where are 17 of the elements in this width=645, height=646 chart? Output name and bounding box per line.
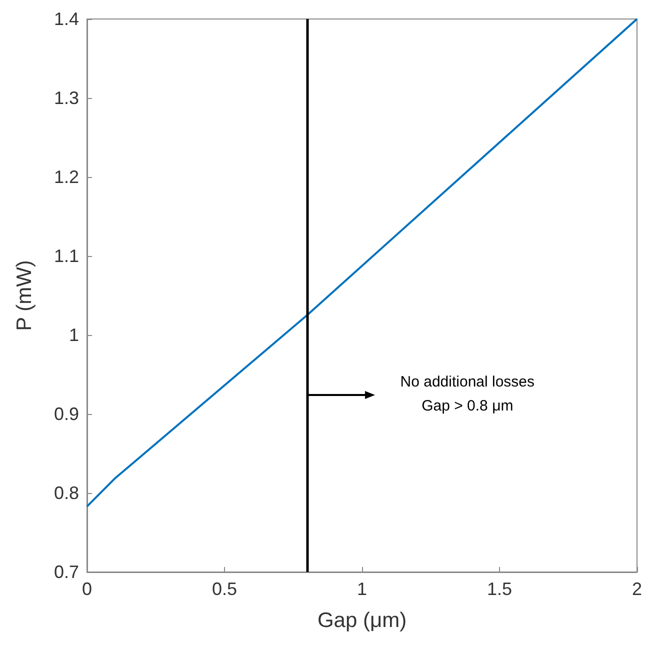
x-axis-title: Gap (μm) [317,609,407,632]
x-tick-label: 1.5 [486,579,512,599]
y-tick-label: 1.4 [54,9,79,29]
x-tick-label: 2 [632,579,642,599]
y-tick-label: 0.9 [54,404,79,424]
y-tick-label: 0.7 [54,562,79,582]
x-tick-label: 0.5 [212,579,238,599]
x-tick-label: 0 [82,579,92,599]
y-tick-label: 0.8 [54,483,79,503]
y-axis-title: P (mW) [13,260,36,331]
line-series [86,18,638,508]
x-tick-label: 1 [356,579,368,599]
y-tick-label: 1.1 [54,246,79,266]
y-tick-label: 1 [68,325,79,345]
y-tick-label: 1.3 [54,88,79,108]
annotation: No additional losses Gap > 0.8 μm [400,374,535,415]
y-tick-label: 1.2 [54,167,79,187]
